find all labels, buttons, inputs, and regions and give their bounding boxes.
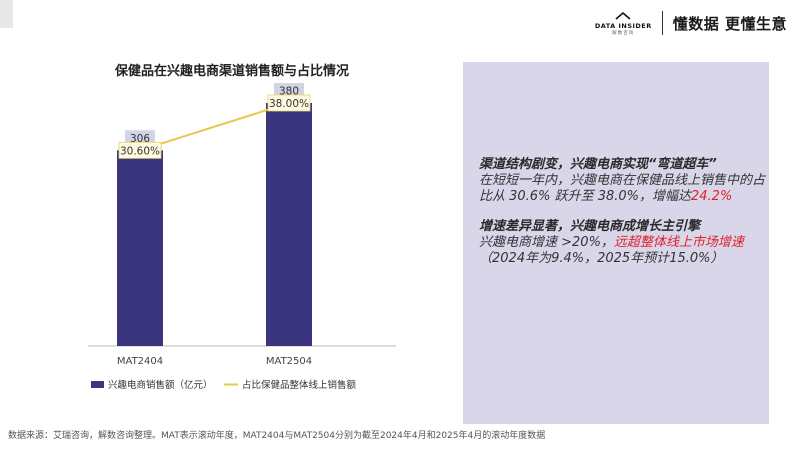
legend-bar-label: 兴趣电商销售额（亿元） bbox=[108, 379, 213, 391]
insight-highlight: 24.2% bbox=[691, 189, 733, 204]
insight-heading: 渠道结构剧变，兴趣电商实现“弯道超车” bbox=[479, 157, 717, 172]
brand-slogan: 懂数据 更懂生意 bbox=[672, 14, 787, 33]
x-tick-label: MAT2504 bbox=[266, 356, 312, 367]
bar-value-box bbox=[125, 130, 155, 146]
insight-body: 兴趣电商增速 >20%， bbox=[479, 235, 614, 250]
sales-chart: 保健品在兴趣电商渠道销售额与占比情况 306 MAT2404 380 MAT2504 3… bbox=[88, 63, 396, 391]
insight-paragraph: 渠道结构剧变，兴趣电商实现“弯道超车” 在短短一年内，兴趣电商在保健品线上销售中的… bbox=[479, 157, 765, 205]
insight-body: 在短短一年内，兴趣电商在保健品线上销售中的占比从 30.6% 跃升至 38.0%… bbox=[479, 173, 766, 204]
x-tick-label: MAT2404 bbox=[117, 356, 163, 367]
share-value-box bbox=[118, 141, 162, 159]
insight-highlight: 远超整体线上市场增速 bbox=[613, 235, 744, 250]
corner-accent-bar bbox=[0, 0, 13, 28]
logo-chevron-icon bbox=[615, 11, 631, 20]
brand-logo: DATA INSIDER 解数咨询 bbox=[595, 11, 652, 36]
logo-subtitle: 解数咨询 bbox=[612, 30, 635, 36]
insight-tail: （2024年为9.4%，2025年预计15.0%） bbox=[479, 251, 724, 266]
bar-value-label: 380 bbox=[279, 86, 299, 98]
share-value-label: 38.00% bbox=[269, 98, 309, 110]
data-source-note: 数据来源：艾瑞咨询，解数咨询整理。MAT表示滚动年度，MAT2404与MAT25… bbox=[8, 431, 546, 441]
insight-heading: 增速差异显著，兴趣电商成增长主引擎 bbox=[479, 219, 701, 234]
bar-mat2404 bbox=[117, 150, 163, 346]
legend-line-label: 占比保健品整体线上销售额 bbox=[242, 379, 357, 391]
insight-text: 渠道结构剧变，兴趣电商实现“弯道超车” 在短短一年内，兴趣电商在保健品线上销售中的… bbox=[479, 157, 765, 281]
share-line bbox=[139, 102, 290, 152]
brand-header: DATA INSIDER 解数咨询 懂数据 更懂生意 bbox=[595, 6, 787, 40]
bar-value-box bbox=[274, 83, 304, 98]
bar-value-label: 306 bbox=[130, 133, 150, 145]
insight-panel: 渠道结构剧变，兴趣电商实现“弯道超车” 在短短一年内，兴趣电商在保健品线上销售中的… bbox=[463, 62, 769, 424]
insight-paragraph: 增速差异显著，兴趣电商成增长主引擎 兴趣电商增速 >20%，远超整体线上市场增速（… bbox=[479, 219, 765, 267]
share-value-label: 30.60% bbox=[120, 145, 160, 157]
brand-divider bbox=[661, 11, 663, 35]
bar-mat2504 bbox=[266, 103, 312, 346]
logo-name: DATA INSIDER bbox=[594, 21, 652, 30]
share-value-box bbox=[267, 94, 311, 112]
chart-title: 保健品在兴趣电商渠道销售额与占比情况 bbox=[114, 63, 349, 79]
legend-bar-swatch bbox=[91, 381, 104, 388]
